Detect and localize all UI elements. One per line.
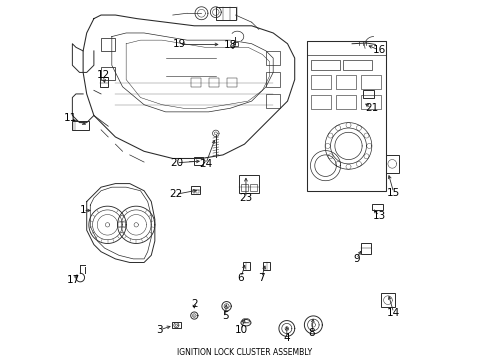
Text: 1: 1 [80,206,86,216]
Bar [386,155,398,173]
Text: 2: 2 [191,299,197,309]
Text: 14: 14 [386,308,400,318]
Bar [191,186,200,194]
Bar [101,39,115,51]
Bar [380,293,394,307]
Bar [208,78,219,87]
Bar [240,184,248,192]
Bar [360,243,371,253]
Text: 24: 24 [199,159,212,169]
Text: 18: 18 [224,40,237,50]
Bar [193,157,203,165]
Bar [306,41,386,192]
Text: 8: 8 [308,328,315,338]
Text: 4: 4 [283,333,289,343]
Bar [233,42,238,45]
Bar [196,190,199,193]
Bar [335,75,355,89]
Bar [172,322,180,328]
Bar [310,75,330,89]
Bar [101,67,115,80]
Text: 7: 7 [258,273,264,283]
Text: 22: 22 [169,189,182,199]
Text: 3: 3 [156,325,163,335]
Bar [360,95,380,109]
Bar [371,204,382,211]
Bar [265,51,280,65]
Bar [362,90,373,98]
Text: IGNITION LOCK CLUSTER ASSEMBLY: IGNITION LOCK CLUSTER ASSEMBLY [177,348,311,357]
Text: 5: 5 [222,311,228,321]
Text: 12: 12 [97,70,110,80]
Bar [226,78,237,87]
Bar [310,95,330,109]
Text: 11: 11 [64,113,77,123]
Text: 16: 16 [372,45,385,55]
Text: 21: 21 [364,103,377,113]
Bar [263,262,270,270]
Bar [265,72,280,87]
Text: 13: 13 [372,211,385,221]
Bar [335,95,355,109]
Text: 10: 10 [234,325,247,335]
Text: 19: 19 [172,40,185,49]
Bar [192,190,195,193]
Bar [310,59,339,69]
Bar [306,41,386,55]
Text: 17: 17 [66,275,80,285]
Bar [72,121,89,130]
Bar [118,222,126,227]
Text: 15: 15 [386,188,400,198]
Bar [265,94,280,108]
Bar [360,75,380,89]
Bar [190,78,201,87]
Bar [243,262,250,270]
Text: 9: 9 [352,254,359,264]
Bar [239,175,258,193]
Text: 6: 6 [237,273,244,283]
Bar [343,59,371,69]
Bar [249,184,257,192]
Bar [100,77,107,87]
Text: 20: 20 [169,158,183,168]
Text: 23: 23 [239,193,252,203]
Bar [215,7,235,21]
